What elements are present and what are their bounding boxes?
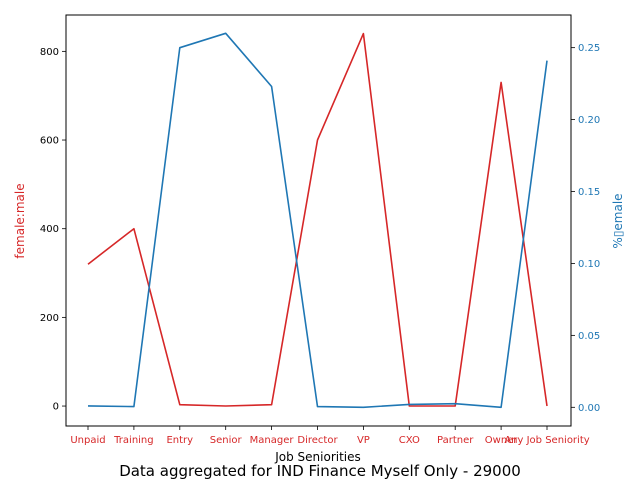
right-y-tick-label: 0.20 bbox=[578, 115, 600, 126]
left-y-tick-label: 400 bbox=[40, 224, 59, 235]
x-axis: Unpaid Training Entry Senior Manager Director… bbox=[70, 426, 590, 446]
x-tick-label: Director bbox=[297, 435, 338, 446]
right-y-tick-label: 0.15 bbox=[578, 187, 600, 198]
x-tick-label: Owner bbox=[485, 435, 519, 446]
x-tick-label: Any Job Seniority bbox=[504, 435, 589, 446]
x-axis-label: Job Seniorities bbox=[274, 450, 361, 464]
x-tick-label: Training bbox=[113, 435, 153, 446]
left-y-tick-label: 0 bbox=[53, 402, 59, 413]
series-layer bbox=[87, 32, 548, 409]
x-tick-label: Entry bbox=[166, 435, 193, 446]
left-y-axis: 0 200 400 600 800 bbox=[40, 47, 66, 413]
right-y-axis-label: %▯emale bbox=[611, 193, 625, 248]
plot-area bbox=[65, 14, 572, 427]
series-line-female-male bbox=[87, 32, 548, 407]
right-y-tick-label: 0.10 bbox=[578, 259, 600, 270]
x-tick-label: CXO bbox=[399, 435, 420, 446]
series-line-pct-female bbox=[87, 32, 548, 409]
right-y-axis: 0.00 0.05 0.10 0.15 0.20 0.25 bbox=[571, 43, 600, 414]
plot-frame bbox=[65, 14, 572, 427]
left-y-tick-label: 800 bbox=[40, 47, 59, 58]
right-y-tick-label: 0.25 bbox=[578, 43, 600, 54]
right-y-tick-label: 0.05 bbox=[578, 331, 600, 342]
x-tick-label: Senior bbox=[210, 435, 243, 446]
left-y-tick-label: 200 bbox=[40, 313, 59, 324]
x-tick-label: VP bbox=[357, 435, 370, 446]
x-tick-label: Unpaid bbox=[70, 435, 105, 446]
left-y-axis-label: female:male bbox=[13, 183, 27, 258]
x-tick-label: Manager bbox=[250, 435, 295, 446]
left-y-tick-label: 600 bbox=[40, 136, 59, 147]
chart-footer: Data aggregated for IND Finance Myself O… bbox=[119, 462, 521, 480]
x-tick-label: Partner bbox=[437, 435, 474, 446]
right-y-tick-label: 0.00 bbox=[578, 403, 600, 414]
